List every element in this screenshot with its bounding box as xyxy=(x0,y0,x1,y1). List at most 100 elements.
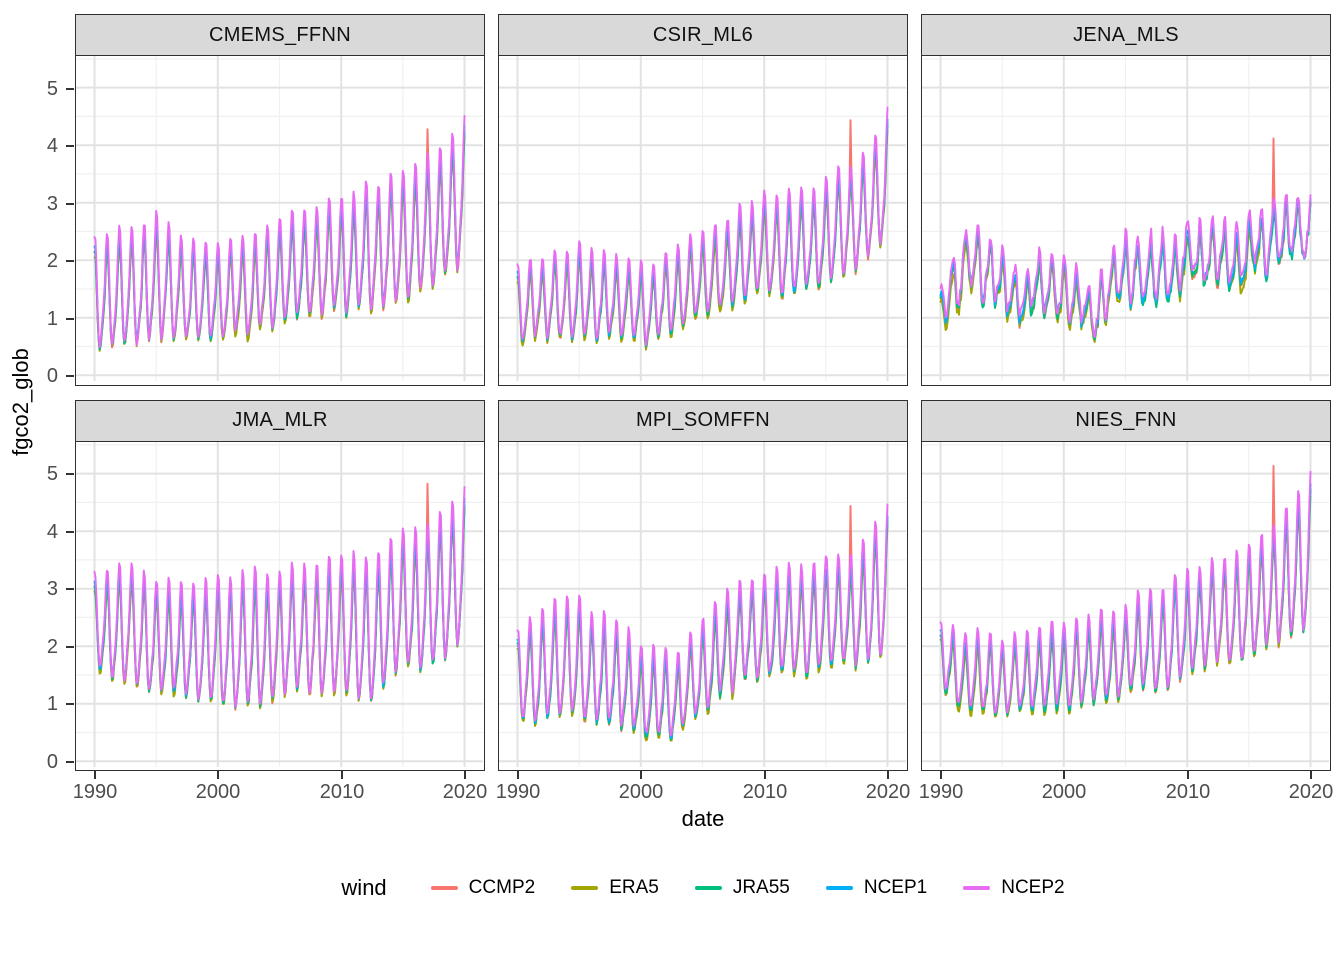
facet-panel-JMA_MLR: JMA_MLR xyxy=(75,399,485,771)
legend-key-line xyxy=(571,886,599,890)
plot-svg-MPI_SOMFFN xyxy=(499,441,906,767)
facet-title: JMA_MLR xyxy=(232,409,328,431)
y-axis-tick-label: 5 xyxy=(46,78,58,100)
legend: wind CCMP2 ERA5 JRA55 NCEP1 NCEP2 xyxy=(75,866,1331,910)
legend-key-line xyxy=(430,886,458,890)
legend-item-label: ERA5 xyxy=(609,877,659,898)
plot-area xyxy=(921,56,1331,386)
x-axis-tick-label: 1990 xyxy=(918,781,964,803)
legend-item-NCEP1: NCEP1 xyxy=(825,877,928,899)
y-axis-tick xyxy=(66,531,74,533)
legend-item-JRA55: JRA55 xyxy=(694,877,790,899)
legend-item-ERA5: ERA5 xyxy=(571,877,659,899)
y-axis-tick xyxy=(66,375,74,377)
y-axis-tick xyxy=(66,588,74,590)
legend-key-line xyxy=(694,886,722,890)
x-axis-tick xyxy=(464,771,466,779)
facet-title: JENA_MLS xyxy=(1073,23,1179,46)
y-axis-tick xyxy=(66,703,74,705)
legend-item-label: JRA55 xyxy=(732,877,790,898)
y-axis-tick-label: 0 xyxy=(46,365,58,387)
x-axis-title: date xyxy=(681,806,725,831)
x-axis-tick xyxy=(940,771,942,779)
y-axis-tick-label: 5 xyxy=(46,463,58,485)
x-axis-tick-label: 2020 xyxy=(442,781,488,803)
x-axis-tick xyxy=(517,771,519,779)
x-axis-tick xyxy=(887,771,889,779)
plot-svg-NIES_FNN xyxy=(922,441,1329,767)
facet-grid: CMEMS_FFNN CSIR_ML6 JENA_MLS JMA_MLR MPI_SOM… xyxy=(75,14,1331,771)
legend-item-label: NCEP1 xyxy=(863,877,928,898)
y-axis-tick-label: 2 xyxy=(46,636,58,658)
facet-title: CSIR_ML6 xyxy=(652,23,754,46)
y-axis-tick xyxy=(66,318,74,320)
plot-svg-CSIR_ML6 xyxy=(499,56,906,381)
facet-panel-CSIR_ML6: CSIR_ML6 xyxy=(498,14,908,386)
x-axis-tick-label: 2010 xyxy=(319,781,365,803)
series-line-NCEP2 xyxy=(93,115,466,349)
legend-item-CCMP2: CCMP2 xyxy=(430,877,535,899)
facet-strip: CSIR_ML6 xyxy=(498,14,908,56)
y-axis-tick xyxy=(66,761,74,763)
facet-panel-MPI_SOMFFN: MPI_SOMFFN xyxy=(498,399,908,771)
y-axis-tick xyxy=(66,203,74,205)
y-axis-tick-label: 4 xyxy=(46,521,58,543)
legend-title: wind xyxy=(341,875,387,900)
facet-strip: JMA_MLR xyxy=(75,399,485,442)
y-axis-tick-label: 0 xyxy=(46,751,58,773)
x-axis-tick xyxy=(1063,771,1065,779)
y-axis-tick xyxy=(66,145,74,147)
facet-panel-JENA_MLS: JENA_MLS xyxy=(921,14,1331,386)
y-axis-tick-label: 4 xyxy=(46,135,58,157)
facet-title: NIES_FNN xyxy=(1075,409,1177,431)
facet-title: CMEMS_FFNN xyxy=(209,23,351,46)
facet-strip: MPI_SOMFFN xyxy=(498,399,908,442)
x-axis-tick xyxy=(217,771,219,779)
legend-key-line xyxy=(825,886,853,890)
x-axis-tick-label: 2000 xyxy=(1041,781,1087,803)
series-line-NCEP2 xyxy=(516,106,889,346)
y-axis-tick xyxy=(66,646,74,648)
legend-item-NCEP2: NCEP2 xyxy=(963,877,1065,899)
y-axis-tick-label: 2 xyxy=(46,250,58,272)
plot-area xyxy=(75,56,485,386)
series-line-NCEP2 xyxy=(939,194,1312,339)
x-axis-tick xyxy=(1187,771,1189,779)
x-axis-tick xyxy=(1310,771,1312,779)
x-axis-tick-label: 1990 xyxy=(495,781,541,803)
y-axis-tick xyxy=(66,88,74,90)
x-axis-tick xyxy=(341,771,343,779)
plot-area xyxy=(498,441,908,771)
y-axis-tick-label: 3 xyxy=(46,193,58,215)
legend-items: CCMP2 ERA5 JRA55 NCEP1 NCEP2 xyxy=(395,877,1065,899)
facet-panel-NIES_FNN: NIES_FNN xyxy=(921,399,1331,771)
x-axis-tick-label: 2010 xyxy=(1165,781,1211,803)
y-axis-tick-label: 3 xyxy=(46,578,58,600)
plot-area xyxy=(921,441,1331,771)
legend-item-label: NCEP2 xyxy=(1001,877,1065,898)
facet-strip: CMEMS_FFNN xyxy=(75,14,485,56)
facet-panel-CMEMS_FFNN: CMEMS_FFNN xyxy=(75,14,485,386)
y-axis-tick xyxy=(66,473,74,475)
series-line-NCEP2 xyxy=(93,485,466,708)
facet-title: MPI_SOMFFN xyxy=(635,409,771,431)
x-axis-tick-label: 1990 xyxy=(72,781,118,803)
plot-svg-CMEMS_FFNN xyxy=(76,56,483,381)
x-axis-tick-label: 2000 xyxy=(618,781,664,803)
x-axis-tick xyxy=(764,771,766,779)
x-axis-tick-label: 2000 xyxy=(195,781,241,803)
legend-key-line xyxy=(963,886,991,890)
plot-svg-JMA_MLR xyxy=(76,441,483,767)
plot-area xyxy=(498,56,908,386)
y-axis-tick-label: 1 xyxy=(46,693,58,715)
x-axis-tick-label: 2020 xyxy=(865,781,911,803)
x-axis-tick-label: 2010 xyxy=(742,781,788,803)
plot-area xyxy=(75,441,485,771)
y-axis-tick-label: 1 xyxy=(46,308,58,330)
series-line-NCEP2 xyxy=(516,502,889,736)
plot-svg-JENA_MLS xyxy=(922,56,1329,381)
facet-strip: NIES_FNN xyxy=(921,399,1331,442)
x-axis-tick-label: 2020 xyxy=(1288,781,1334,803)
x-axis-tick xyxy=(640,771,642,779)
